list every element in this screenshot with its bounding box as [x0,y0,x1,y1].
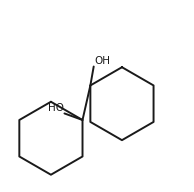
Text: HO: HO [48,103,63,113]
Text: OH: OH [95,55,111,66]
